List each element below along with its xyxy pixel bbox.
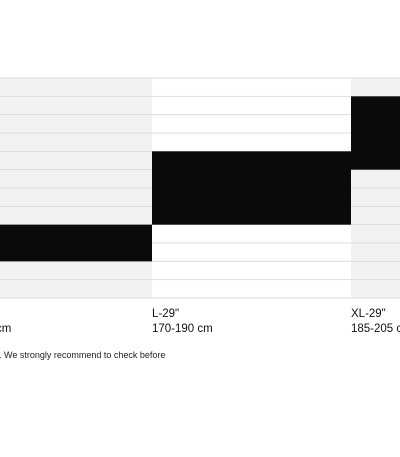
category-label-2: XL-29" 185-205 c — [351, 307, 400, 337]
category-size-label: XL-29" — [351, 308, 386, 320]
size-range-bar-2 — [351, 96, 400, 170]
category-label-1: L-29" 170-190 cm — [152, 307, 213, 337]
category-size-label: L-29" — [152, 308, 180, 320]
size-range-bar-1 — [152, 151, 351, 225]
disclaimer-note: d. We strongly recommend to check before — [0, 350, 166, 360]
size-range-bar-0 — [0, 224, 152, 262]
category-height-label: 185-205 c — [351, 323, 400, 335]
category-height-label: cm — [0, 323, 12, 335]
size-chart — [0, 77, 400, 299]
category-label-0: m cm — [0, 307, 11, 337]
category-height-label: 170-190 cm — [152, 323, 213, 335]
